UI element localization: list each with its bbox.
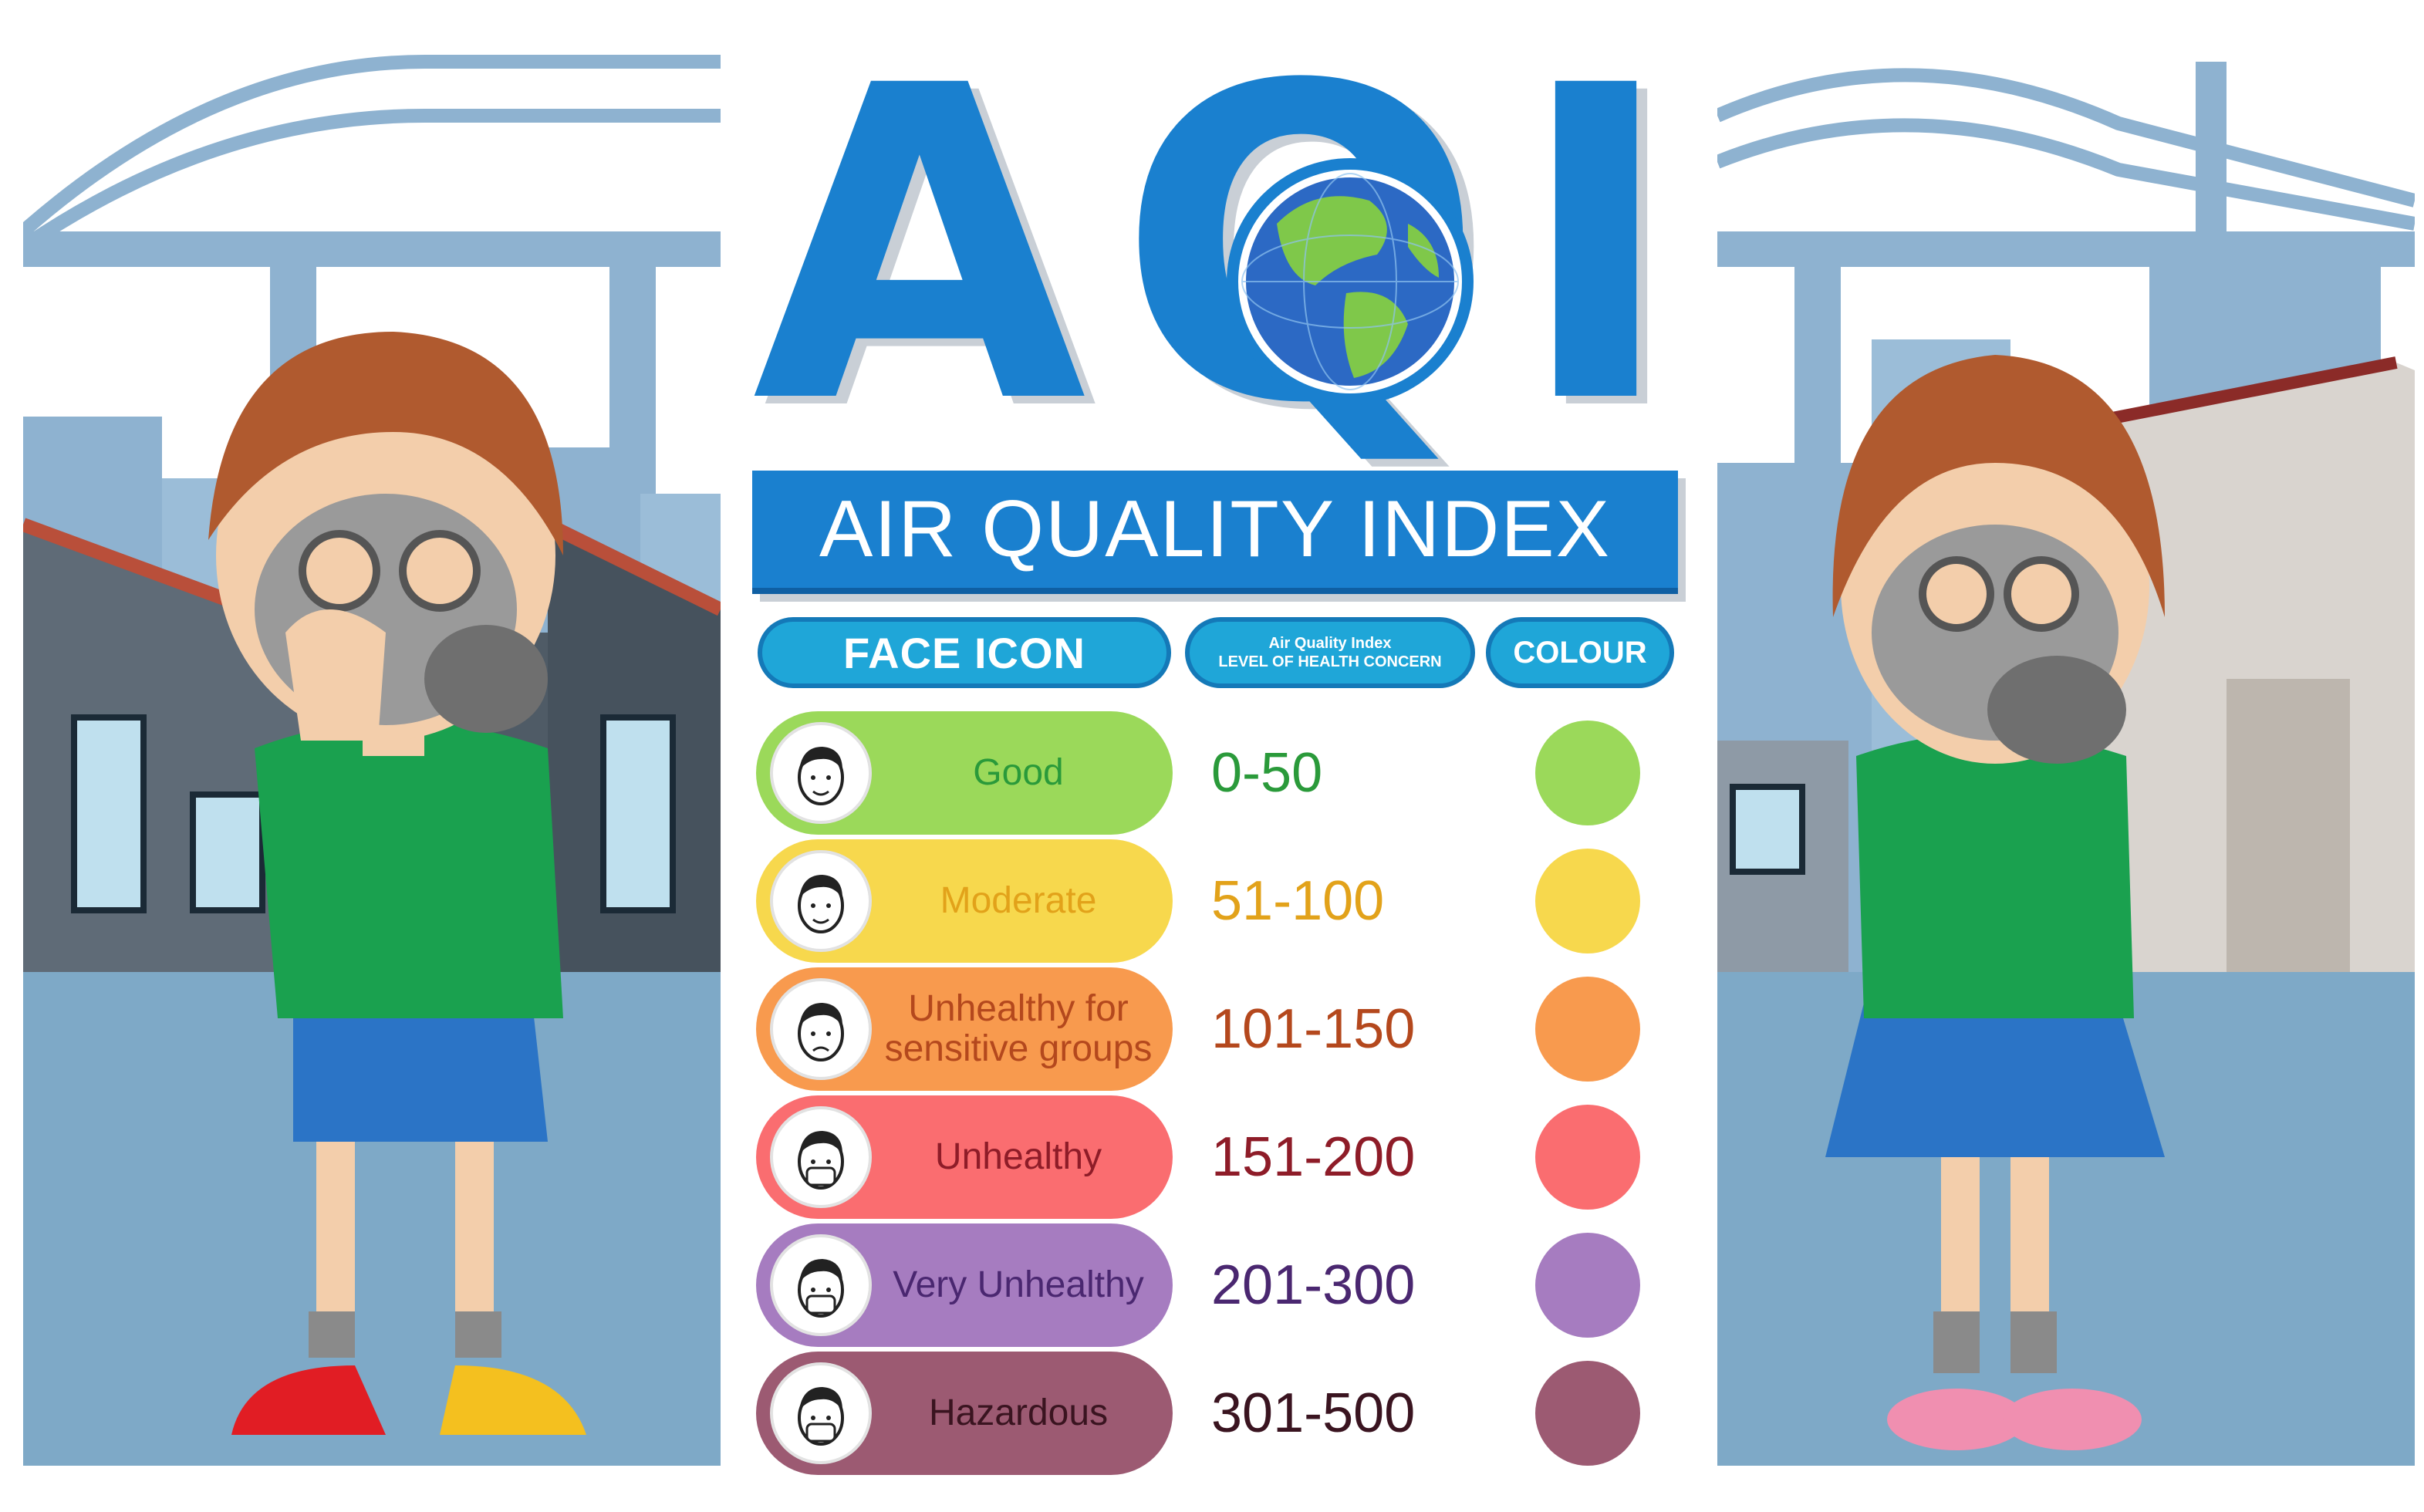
aqi-heading: AQI: [752, 0, 1707, 498]
face-icon-header-label: FACE ICON: [843, 628, 1085, 677]
air-quality-index-banner: AIR QUALITY INDEX: [752, 471, 1678, 594]
colour-swatch: [1535, 977, 1640, 1082]
neutral-face-icon: [770, 850, 872, 952]
aqi-range-header: Air Quality Index LEVEL OF HEALTH CONCER…: [1185, 617, 1475, 688]
gas-mask-face-icon: [770, 1234, 872, 1336]
level-label: Unhealthy: [934, 1136, 1102, 1177]
colour-swatch: [1535, 1233, 1640, 1338]
face-glyph: [798, 1259, 844, 1318]
left-illustration-boy: [23, 0, 721, 1466]
smiling-face-icon: [770, 722, 872, 824]
colour-swatch: [1535, 1105, 1640, 1210]
level-label: Hazardous: [928, 1392, 1109, 1433]
aqi-range-value: 51-100: [1211, 870, 1385, 932]
aqi-range-value: 301-500: [1211, 1382, 1416, 1444]
aqi-title-block: AQI: [752, 15, 1693, 478]
banner-title: AIR QUALITY INDEX: [819, 484, 1612, 574]
aqi-level-row-2: Unhealthy for sensitive groups 101-150: [756, 967, 1682, 1091]
face-glyph: [798, 875, 844, 933]
face-glyph: [798, 1131, 844, 1190]
level-pill: Good: [756, 711, 1173, 835]
colour-header: COLOUR: [1486, 617, 1674, 688]
boy-scene-graphic: [23, 0, 721, 1466]
face-mask-icon: [770, 1106, 872, 1208]
level-pill: Unhealthy: [756, 1095, 1173, 1219]
face-glyph: [798, 1387, 844, 1446]
globe-icon: [1227, 158, 1474, 405]
aqi-range-value: 201-300: [1211, 1254, 1416, 1316]
level-label: Good: [973, 752, 1064, 793]
aqi-level-row-3: Unhealthy 151-200: [756, 1095, 1682, 1219]
level-pill: Unhealthy for sensitive groups: [756, 967, 1173, 1091]
aqi-range-value: 101-150: [1211, 998, 1416, 1060]
colour-swatch: [1535, 721, 1640, 825]
colour-swatch: [1535, 1361, 1640, 1466]
aqi-level-row-4: Very Unhealthy 201-300: [756, 1223, 1682, 1347]
level-label: Unhealthy for sensitive groups: [884, 988, 1153, 1069]
aqi-header-line2: LEVEL OF HEALTH CONCERN: [1218, 653, 1442, 670]
aqi-range-value: 0-50: [1211, 742, 1323, 804]
girl-scene-graphic: [1717, 0, 2415, 1466]
colour-swatch: [1535, 849, 1640, 953]
colour-header-label: COLOUR: [1513, 635, 1647, 670]
level-pill: Moderate: [756, 839, 1173, 963]
face-glyph: [798, 747, 844, 805]
aqi-level-row-5: Hazardous 301-500: [756, 1352, 1682, 1475]
level-pill: Hazardous: [756, 1352, 1173, 1475]
worried-face-icon: [770, 978, 872, 1080]
face-icon-header: FACE ICON: [758, 617, 1171, 688]
level-label: Very Unhealthy: [893, 1264, 1144, 1305]
aqi-level-row-0: Good 0-50: [756, 711, 1682, 835]
aqi-range-value: 151-200: [1211, 1126, 1416, 1188]
aqi-level-row-1: Moderate 51-100: [756, 839, 1682, 963]
level-pill: Very Unhealthy: [756, 1223, 1173, 1347]
respirator-face-icon: [770, 1362, 872, 1464]
right-illustration-girl: [1717, 0, 2415, 1466]
level-label: Moderate: [940, 880, 1097, 921]
aqi-header-line1: Air Quality Index: [1268, 635, 1392, 652]
face-glyph: [798, 1003, 844, 1061]
